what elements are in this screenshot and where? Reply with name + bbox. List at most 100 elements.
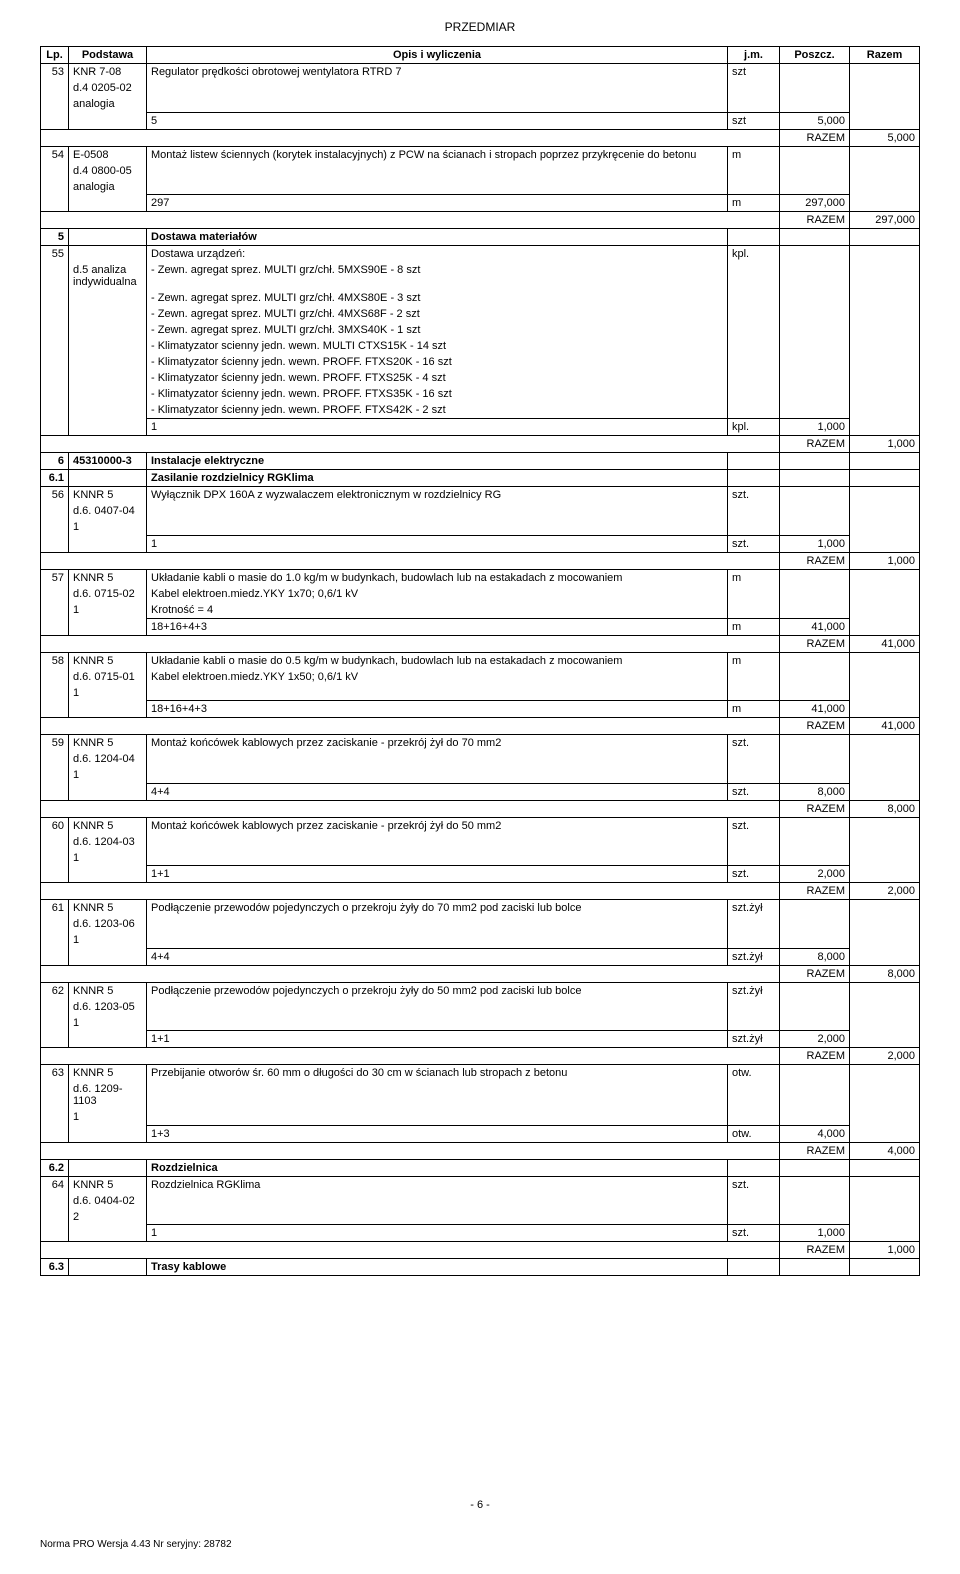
cell-opis xyxy=(147,163,728,179)
cell-jm xyxy=(728,229,780,246)
cell-lp: 64 xyxy=(41,1176,69,1193)
page-number: - 6 - xyxy=(40,1499,920,1511)
cell-razem xyxy=(850,64,920,81)
cell-lp xyxy=(41,1209,69,1225)
cell-opis: Montaż końcówek kablowych przez zaciskan… xyxy=(147,735,728,752)
table-row: - Klimatyzator ścienny jedn. wewn. PROFF… xyxy=(41,354,920,370)
cell-jm: szt. xyxy=(728,1176,780,1193)
cell-razem xyxy=(850,487,920,504)
table-row: 18+16+4+3m41,000 xyxy=(41,701,920,718)
cell-poszcz xyxy=(780,80,850,96)
cell-razem xyxy=(850,618,920,635)
table-row: 2 xyxy=(41,1209,920,1225)
cell-razem xyxy=(850,306,920,322)
cell-pod xyxy=(69,1225,147,1242)
cell-jm: szt. xyxy=(728,487,780,504)
table-row: 55Dostawa urządzeń:kpl. xyxy=(41,246,920,263)
cell-opis: Podłączenie przewodów pojedynczych o prz… xyxy=(147,900,728,917)
cell-opis: - Klimatyzator ścienny jedn. wewn. PROFF… xyxy=(147,370,728,386)
cell-opis: Układanie kabli o masie do 0.5 kg/m w bu… xyxy=(147,652,728,669)
cell-opis xyxy=(147,1015,728,1031)
cell-opis xyxy=(147,519,728,535)
cell-jm xyxy=(728,916,780,932)
cell-razem xyxy=(850,866,920,883)
table-row: RAZEM1,000 xyxy=(41,552,920,569)
cell-pod: KNNR 5 xyxy=(69,735,147,752)
cell-poszcz xyxy=(780,834,850,850)
cell-opis xyxy=(147,1209,728,1225)
cell-pod: d.6. 0715-01 xyxy=(69,669,147,685)
cell-razem xyxy=(850,195,920,212)
col-pos: Poszcz. xyxy=(780,47,850,64)
cell-poszcz xyxy=(780,402,850,419)
cell-razem xyxy=(850,229,920,246)
cell-jm xyxy=(728,96,780,112)
cell-lp xyxy=(41,179,69,195)
cell-jm: szt. xyxy=(728,817,780,834)
cell-pod: 1 xyxy=(69,767,147,783)
page-title: PRZEDMIAR xyxy=(40,20,920,34)
table-row: - Zewn. agregat sprez. MULTI grz/chł. 4M… xyxy=(41,306,920,322)
cell-razem xyxy=(850,850,920,866)
cell-empty xyxy=(41,1048,780,1065)
table-row: 6.2Rozdzielnica xyxy=(41,1159,920,1176)
cell-lp xyxy=(41,163,69,179)
table-row: - Klimatyzator ścienny jedn. wewn. PROFF… xyxy=(41,370,920,386)
cell-razem xyxy=(850,290,920,306)
table-row: - Klimatyzator ścienny jedn. wewn. PROFF… xyxy=(41,386,920,402)
table-row: 1 xyxy=(41,685,920,701)
cell-jm xyxy=(728,80,780,96)
cell-jm xyxy=(728,386,780,402)
cell-razem xyxy=(850,470,920,487)
cell-jm: m xyxy=(728,195,780,212)
cell-pod xyxy=(69,112,147,129)
cell-poszcz xyxy=(780,64,850,81)
cell-opis xyxy=(147,767,728,783)
cell-poszcz xyxy=(780,290,850,306)
cell-razem-label: RAZEM xyxy=(780,129,850,146)
cell-jm: m xyxy=(728,652,780,669)
cell-razem-label: RAZEM xyxy=(780,800,850,817)
cell-pod xyxy=(69,618,147,635)
cell-poszcz xyxy=(780,569,850,586)
cell-opis: 4+4 xyxy=(147,948,728,965)
table-row: d.6. 0715-01Kabel elektroen.miedz.YKY 1x… xyxy=(41,669,920,685)
cell-pod xyxy=(69,1259,147,1276)
table-row: 1 xyxy=(41,850,920,866)
table-row: 60KNNR 5Montaż końcówek kablowych przez … xyxy=(41,817,920,834)
cell-lp: 5 xyxy=(41,229,69,246)
page: PRZEDMIAR Lp. Podstawa Opis i wyliczenia… xyxy=(0,0,960,1574)
cell-razem xyxy=(850,535,920,552)
cell-opis: - Klimatyzator ścienny jedn. wewn. PROFF… xyxy=(147,354,728,370)
cell-lp xyxy=(41,932,69,948)
cell-opis: 297 xyxy=(147,195,728,212)
cell-razem xyxy=(850,419,920,436)
cell-poszcz xyxy=(780,602,850,619)
cell-jm xyxy=(728,338,780,354)
cell-poszcz xyxy=(780,453,850,470)
table-row: 1szt.1,000 xyxy=(41,535,920,552)
cell-pod: E-0508 xyxy=(69,146,147,163)
cell-lp xyxy=(41,338,69,354)
cell-opis xyxy=(147,80,728,96)
cell-poszcz: 41,000 xyxy=(780,618,850,635)
table-row: 5szt5,000 xyxy=(41,112,920,129)
cell-opis: 1 xyxy=(147,535,728,552)
cell-razem-value: 8,000 xyxy=(850,800,920,817)
cell-lp: 54 xyxy=(41,146,69,163)
col-opis: Opis i wyliczenia xyxy=(147,47,728,64)
cell-razem xyxy=(850,1159,920,1176)
cell-jm: szt. xyxy=(728,735,780,752)
cell-pod: KNNR 5 xyxy=(69,900,147,917)
cell-razem xyxy=(850,1065,920,1082)
cell-lp xyxy=(41,402,69,419)
table-row: 62KNNR 5Podłączenie przewodów pojedynczy… xyxy=(41,982,920,999)
cell-opis: Rozdzielnica RGKlima xyxy=(147,1176,728,1193)
cell-lp xyxy=(41,602,69,619)
cell-razem xyxy=(850,834,920,850)
cell-opis xyxy=(147,503,728,519)
cell-razem-label: RAZEM xyxy=(780,1048,850,1065)
cell-poszcz xyxy=(780,652,850,669)
cell-lp xyxy=(41,535,69,552)
table-row: 1 xyxy=(41,767,920,783)
